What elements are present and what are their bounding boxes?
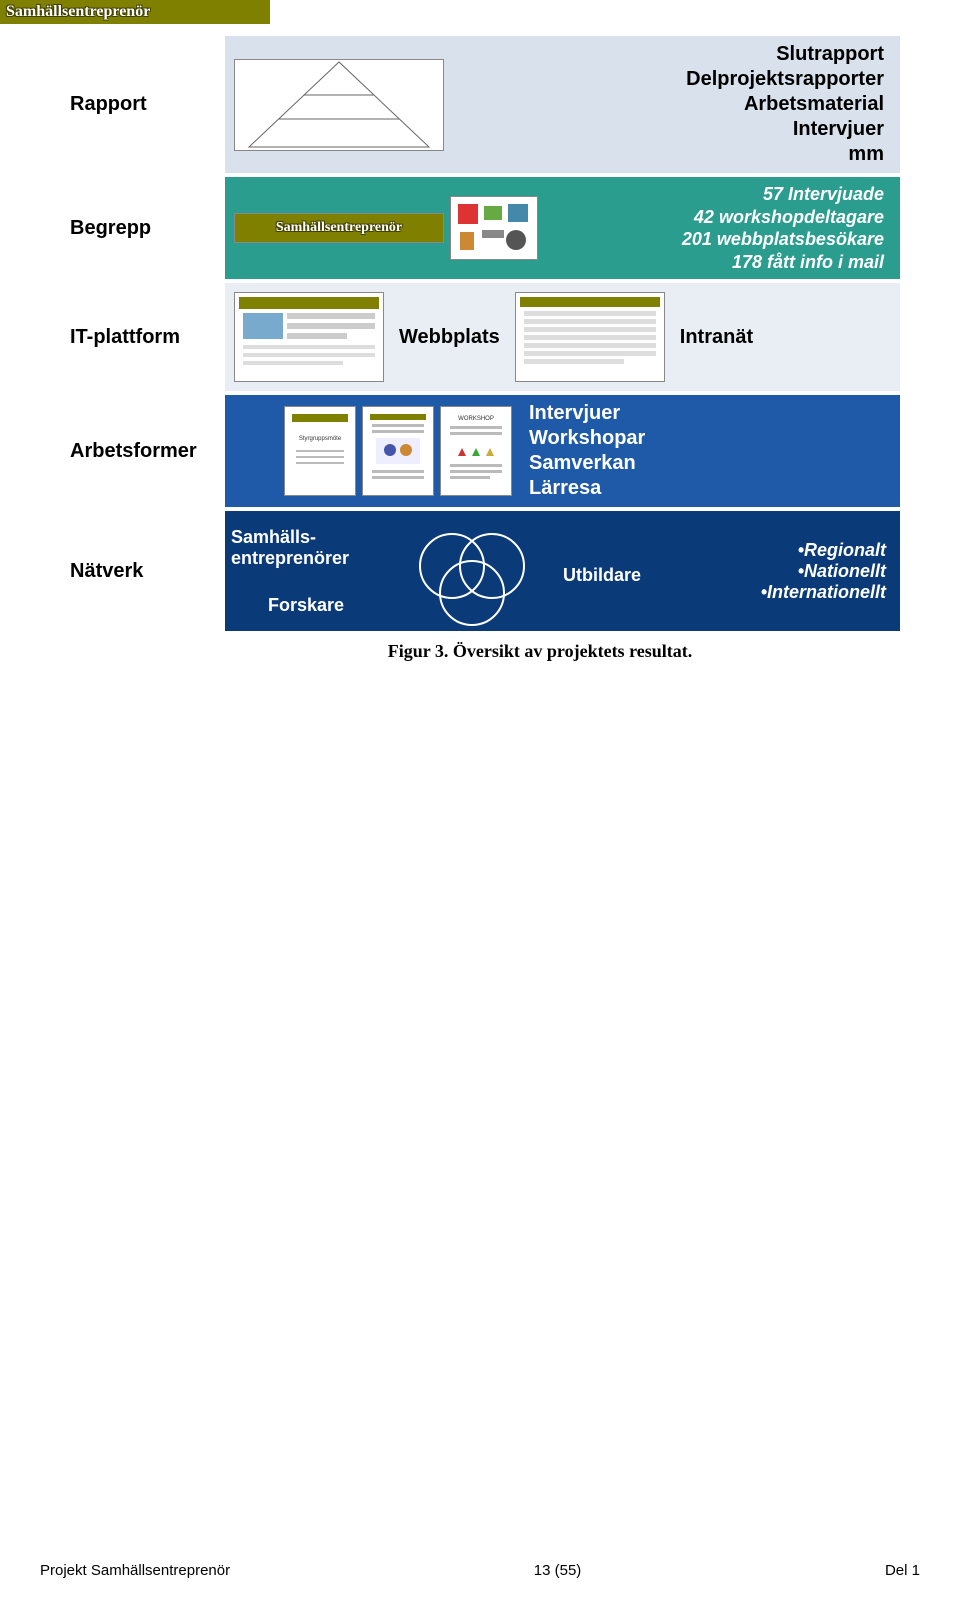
arbetsformer-right: Intervjuer Workshopar Samverkan Lärresa bbox=[529, 401, 645, 501]
row-natverk: Nätverk Samhälls- entreprenörer Forskare… bbox=[60, 511, 900, 631]
mid-intranat: Intranät bbox=[680, 326, 753, 349]
natverk-left: Samhälls- entreprenörer Forskare bbox=[231, 527, 381, 616]
footer-right: Del 1 bbox=[885, 1562, 920, 1579]
figure-caption: Figur 3. Översikt av projektets resultat… bbox=[60, 641, 900, 662]
row-arbetsformer: Arbetsformer Styrgruppsmöte WORKSHOP Int… bbox=[60, 395, 900, 507]
svg-text:Styrgruppsmöte: Styrgruppsmöte bbox=[299, 436, 342, 442]
footer-left: Projekt Samhällsentreprenör bbox=[40, 1562, 230, 1579]
footer-center: 13 (55) bbox=[534, 1562, 582, 1579]
thumb-doc2 bbox=[362, 406, 434, 496]
label-itplattform: IT-plattform bbox=[60, 283, 225, 391]
rapport-right: Slutrapport Delprojektsrapporter Arbetsm… bbox=[686, 42, 894, 167]
thumb-doc3: WORKSHOP bbox=[440, 406, 512, 496]
thumb-doc1: Styrgruppsmöte bbox=[284, 406, 356, 496]
row-itplattform: IT-plattform Webbplats Intranät bbox=[60, 283, 900, 391]
thumb-intranat bbox=[515, 292, 665, 382]
page-footer: Projekt Samhällsentreprenör 13 (55) Del … bbox=[0, 1562, 960, 1579]
begrepp-right: 57 Intervjuade 42 workshopdeltagare 201 … bbox=[682, 183, 894, 273]
thumb-pyramid bbox=[234, 59, 444, 151]
label-begrepp: Begrepp bbox=[60, 177, 225, 279]
svg-text:WORKSHOP: WORKSHOP bbox=[458, 416, 494, 422]
natverk-bullets: •Regionalt •Nationellt •Internationellt bbox=[724, 540, 894, 603]
row-begrepp: Begrepp Samhällsentreprenör 57 Intervjua… bbox=[60, 177, 900, 279]
label-natverk: Nätverk bbox=[60, 511, 225, 631]
begrepp-badge: Samhällsentreprenör bbox=[234, 213, 444, 243]
figure-3: Rapport Slutrapport Delprojektsrapporter… bbox=[60, 36, 900, 662]
thumb-webbplats bbox=[234, 292, 384, 382]
row-rapport: Rapport Slutrapport Delprojektsrapporter… bbox=[60, 36, 900, 173]
label-rapport: Rapport bbox=[60, 36, 225, 173]
mid-webbplats: Webbplats bbox=[399, 326, 500, 349]
header-logo-text: Samhällsentreprenör bbox=[6, 3, 150, 21]
thumb-collage bbox=[450, 196, 538, 260]
venn-diagram bbox=[387, 521, 557, 621]
header-logo-bar: Samhällsentreprenör bbox=[0, 0, 270, 24]
natverk-midright: Utbildare bbox=[563, 557, 673, 586]
label-arbetsformer: Arbetsformer bbox=[60, 395, 225, 507]
